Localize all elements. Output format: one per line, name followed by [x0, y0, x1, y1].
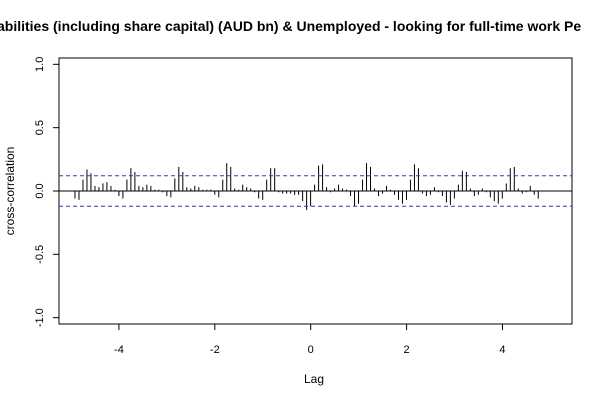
chart-title: abilities (including share capital) (AUD… — [0, 18, 581, 34]
y-tick-label: -0.5 — [34, 245, 46, 264]
x-tick-label: -4 — [114, 344, 124, 356]
y-tick-label: -1.0 — [34, 308, 46, 327]
y-tick-label: 0.0 — [34, 183, 46, 198]
ccf-bars — [74, 163, 539, 210]
y-tick-label: 0.5 — [34, 120, 46, 135]
x-tick-label: 4 — [499, 344, 505, 356]
y-axis-label: cross-correlation — [3, 147, 17, 236]
x-tick-label: 2 — [404, 344, 410, 356]
y-axis: -1.0 -0.5 0.0 0.5 1.0 — [34, 57, 60, 327]
y-tick-label: 1.0 — [34, 57, 46, 72]
x-axis: -4 -2 0 2 4 — [114, 323, 506, 356]
x-axis-label: Lag — [304, 372, 324, 386]
x-tick-label: -2 — [210, 344, 220, 356]
x-tick-label: 0 — [308, 344, 314, 356]
